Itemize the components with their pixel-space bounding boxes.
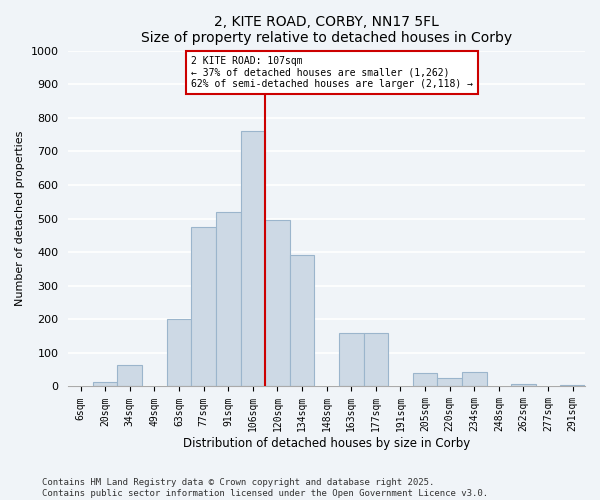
Bar [118, 364, 142, 386]
Bar [364, 332, 388, 386]
Bar [241, 131, 265, 386]
Bar [560, 385, 585, 386]
Title: 2, KITE ROAD, CORBY, NN17 5FL
Size of property relative to detached houses in Co: 2, KITE ROAD, CORBY, NN17 5FL Size of pr… [141, 15, 512, 45]
Bar [216, 212, 241, 386]
Bar [93, 382, 118, 386]
Bar [437, 378, 462, 386]
Bar [167, 320, 191, 386]
Bar [191, 227, 216, 386]
Y-axis label: Number of detached properties: Number of detached properties [15, 131, 25, 306]
Text: Contains HM Land Registry data © Crown copyright and database right 2025.
Contai: Contains HM Land Registry data © Crown c… [42, 478, 488, 498]
Bar [339, 332, 364, 386]
Bar [265, 220, 290, 386]
Text: 2 KITE ROAD: 107sqm
← 37% of detached houses are smaller (1,262)
62% of semi-det: 2 KITE ROAD: 107sqm ← 37% of detached ho… [191, 56, 473, 89]
Bar [462, 372, 487, 386]
X-axis label: Distribution of detached houses by size in Corby: Distribution of detached houses by size … [183, 437, 470, 450]
Bar [413, 373, 437, 386]
Bar [290, 256, 314, 386]
Bar [511, 384, 536, 386]
